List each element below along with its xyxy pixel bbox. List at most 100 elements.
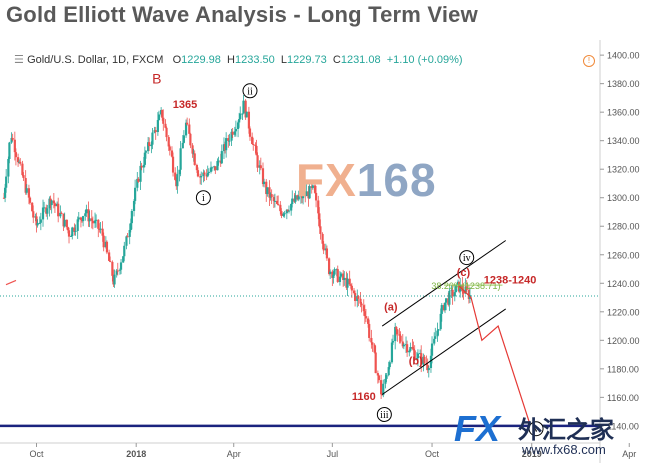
candle-body (147, 142, 150, 152)
candle-body (79, 217, 83, 220)
candle-body (411, 347, 414, 349)
candle-body (90, 218, 93, 221)
price-tick-label: 1160.00 (607, 393, 639, 403)
candle-body (357, 296, 360, 299)
candle-body (227, 138, 230, 141)
candle-body (277, 203, 280, 205)
candle-body (251, 136, 254, 145)
price-chart[interactable]: 1400.00 1380.00 1360.00 1340.00 1320.00 1300.… (0, 40, 647, 463)
candle-body (443, 302, 447, 311)
symbol-name: Gold/U.S. Dollar, 1D, FXCM (27, 54, 164, 66)
candle-body (119, 262, 123, 270)
candle-body (462, 291, 465, 294)
candle-body (126, 236, 129, 238)
candle-body (244, 100, 247, 118)
candle-body (245, 111, 248, 118)
candle-body (210, 167, 214, 169)
price-tick-label: 1140.00 (607, 421, 639, 431)
chart-area[interactable]: 1400.00 1380.00 1360.00 1340.00 1320.00 1300.… (0, 40, 647, 463)
candle-body (182, 135, 185, 143)
candle-body (433, 338, 436, 344)
time-tick-label: Apr (227, 449, 241, 459)
candle-body (236, 122, 240, 129)
candle-body (97, 219, 100, 229)
candle-body (301, 192, 305, 199)
candle-body (167, 137, 170, 147)
candle-body (217, 160, 220, 162)
candle-body (77, 217, 80, 220)
candle-body (280, 211, 283, 216)
fib-label: 38.20%(1238.71) (431, 281, 500, 291)
candle-body (387, 367, 390, 376)
candle-body (10, 137, 13, 143)
candle-body (93, 220, 97, 224)
candle-body (184, 122, 188, 136)
candle-body (65, 219, 68, 228)
candle-body (134, 187, 137, 201)
candle-body (273, 200, 277, 202)
alert-icon[interactable]: ! (583, 55, 595, 67)
candle-body (321, 233, 324, 244)
candle-body (290, 204, 293, 211)
candle-body (305, 191, 308, 197)
time-tick-label: Oct (425, 449, 440, 459)
candle-body (46, 208, 49, 214)
candle-body (27, 188, 31, 198)
candle-body (371, 342, 374, 345)
candle-body (391, 340, 395, 343)
candle-body (439, 313, 442, 330)
candle-body (398, 334, 401, 336)
wave-label-iii: iii (380, 410, 389, 421)
candle-body (129, 223, 132, 231)
candle-body (352, 290, 356, 294)
candle-body (279, 204, 282, 212)
candle-body (318, 213, 321, 227)
candle-body (415, 358, 418, 360)
candle-body (31, 202, 34, 212)
candle-body (322, 243, 325, 251)
trend-stub (5, 279, 17, 286)
annotation-(b): (b) (409, 356, 423, 368)
candle-body (66, 227, 70, 231)
candle-body (57, 203, 60, 217)
candle-body (186, 122, 189, 125)
candle-body (268, 187, 271, 198)
low-label: L (280, 54, 287, 66)
candle-body (332, 274, 335, 278)
candle-body (459, 284, 462, 292)
change-value: +1.10 (+0.09%) (386, 54, 463, 66)
candle-body (63, 219, 66, 227)
candle-body (206, 173, 209, 177)
candle-body (440, 305, 443, 314)
candle-body (426, 364, 429, 371)
candle-body (252, 144, 255, 146)
candle-body (233, 131, 236, 135)
collapse-icon[interactable]: ☰ (14, 54, 24, 66)
candle-body (399, 335, 402, 342)
candle-body (99, 228, 102, 230)
open-value: 1229.98 (181, 54, 221, 66)
candle-body (111, 261, 114, 276)
candle-body (266, 187, 269, 195)
candle-body (376, 373, 379, 376)
candle-body (394, 326, 397, 341)
candle-body (2, 197, 6, 199)
logo-fx: FX (454, 408, 501, 449)
candle-body (130, 210, 133, 224)
candle-body (11, 137, 14, 140)
candle-body (73, 227, 76, 232)
candle-body (142, 164, 145, 168)
candle-body (8, 142, 11, 159)
candle-body (41, 207, 45, 220)
candle-body (382, 383, 385, 396)
candle-body (85, 209, 88, 214)
price-tick-label: 1380.00 (607, 79, 640, 89)
candle-body (416, 353, 420, 359)
candle-body (70, 235, 73, 237)
close-value: 1231.08 (340, 54, 381, 66)
candle-body (291, 198, 294, 205)
candle-body (401, 341, 404, 347)
wave-label-i: i (202, 193, 205, 204)
candle-body (423, 356, 426, 364)
candle-body (343, 277, 346, 280)
